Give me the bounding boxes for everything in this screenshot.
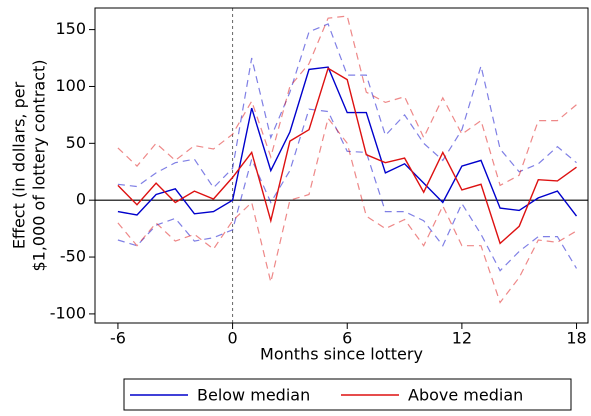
legend-label: Above median: [408, 386, 523, 405]
x-tick-label: 0: [227, 329, 237, 348]
ci-upper: [117, 15, 577, 187]
series-line: [117, 67, 577, 245]
ci-lower: [117, 108, 578, 272]
y-tick-label: -50: [60, 247, 86, 266]
x-axis-label: Months since lottery: [260, 345, 423, 364]
series-line: [117, 66, 578, 217]
x-tick-label: 6: [342, 329, 352, 348]
y-axis-label: $1,000 of lottery contract): [30, 59, 49, 271]
legend-box: [123, 378, 572, 411]
ci-lower: [117, 116, 577, 304]
y-tick-label: 50: [66, 133, 86, 152]
x-tick-label: 12: [452, 329, 472, 348]
x-tick-label: 18: [566, 329, 586, 348]
y-tick-label: 0: [76, 190, 86, 209]
y-tick-label: -100: [50, 303, 86, 322]
legend-label: Below median: [197, 386, 310, 405]
ci-upper: [117, 23, 577, 189]
y-axis-label: Effect (in dollars, per: [10, 81, 29, 249]
plot-frame: [94, 7, 589, 324]
y-tick-label: 100: [55, 76, 86, 95]
x-tick-label: -6: [110, 329, 126, 348]
y-tick-label: 150: [55, 19, 86, 38]
